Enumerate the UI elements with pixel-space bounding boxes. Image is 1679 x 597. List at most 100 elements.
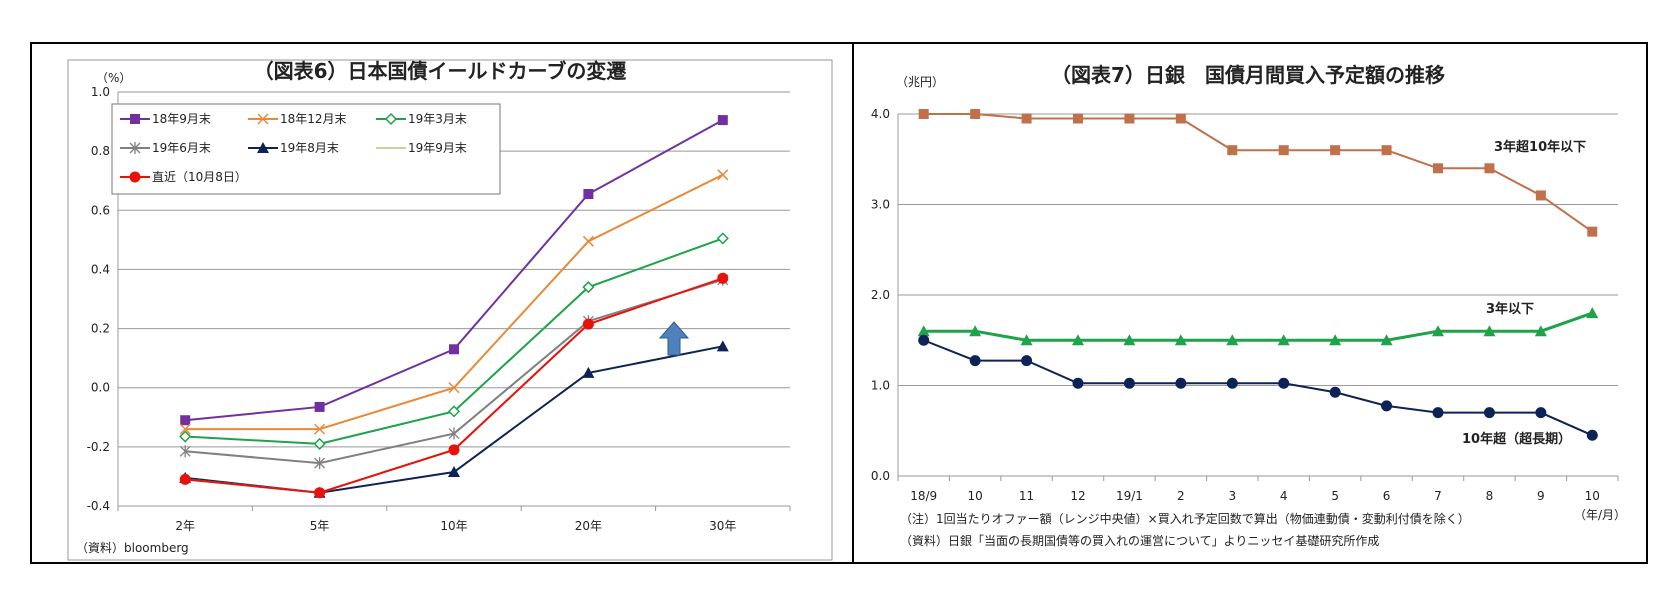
chart6-series-6 — [179, 272, 729, 499]
chart6-data-point — [314, 401, 325, 412]
chart6-data-point — [313, 437, 326, 450]
chart7-data-point — [1175, 113, 1186, 124]
chart7-series-label: 3年超10年以下 — [1494, 139, 1586, 155]
chart6-data-point — [717, 169, 729, 181]
chart7-data-point — [1277, 334, 1290, 346]
chart7-data-point — [969, 325, 982, 337]
chart6-y-tick-label: 0.8 — [91, 144, 110, 158]
chart6-gridlines — [118, 91, 790, 507]
chart7-data-point — [918, 109, 929, 119]
chart7-data-point — [1123, 334, 1136, 346]
chart6-data-point — [716, 232, 729, 245]
chart7-axes: 4.0 3.0 2.0 1.0 0.0 18/9 10 11 12 19/1 2 3 4 5 6 7 8 9 10 — [871, 107, 1619, 503]
chart7-x-tick-label: 19/1 — [1116, 489, 1143, 503]
chart7-y-tick-label: 3.0 — [871, 198, 890, 212]
chart7-data-point — [1484, 163, 1495, 174]
chart7-data-point — [1226, 377, 1238, 389]
chart6-source: （資料）bloomberg — [76, 541, 189, 555]
chart7-source: （資料）日銀「当面の長期国債等の買入れの運営について」よりニッセイ基礎研究所作成 — [900, 533, 1379, 548]
chart7-title: （図表7）日銀 国債月間買入予定額の推移 — [1051, 63, 1445, 87]
chart7-x-tick-label: 18/9 — [910, 489, 937, 503]
chart7-data-point — [1534, 325, 1547, 337]
chart6-data-point — [582, 235, 594, 247]
chart7-series-line — [923, 311, 1593, 342]
chart6-legend-box — [111, 103, 501, 195]
chart7-data-point — [1380, 334, 1393, 346]
chart6-legend-item: 19年9月末 — [376, 141, 467, 155]
chart6-x-tick-label: 10年 — [440, 519, 467, 533]
chart7-data-point — [1483, 407, 1495, 419]
chart7-x-tick-label: 7 — [1434, 489, 1442, 503]
chart6-series-2 — [179, 232, 729, 450]
chart6-legend-item: 19年3月末 — [376, 112, 467, 126]
chart6-series-group — [179, 115, 729, 499]
chart6-legend-label: 18年9月末 — [152, 112, 211, 126]
chart6-data-point — [448, 444, 460, 456]
chart6-data-point — [180, 415, 191, 426]
chart7-data-point — [1278, 145, 1289, 156]
chart7-x-tick-label: 11 — [1019, 489, 1034, 503]
chart7-series-line — [923, 113, 1593, 233]
chart7-x-tick-label: 6 — [1383, 489, 1391, 503]
chart6-legend-label: 19年3月末 — [408, 112, 467, 126]
chart7-data-point — [1535, 407, 1547, 419]
chart6-legend-item: 18年9月末 — [120, 112, 211, 126]
figure-frame — [30, 42, 1648, 564]
chart6-legend-label: 19年9月末 — [408, 141, 467, 155]
chart6-y-tick-label: 0.4 — [91, 262, 110, 276]
chart6-legend: 18年9月末 18年12月末 19年3月末 19年6月末 19年8月末 19年9月末直近（… — [111, 103, 501, 195]
chart6-y-tick-label: -0.4 — [87, 499, 110, 513]
chart6-x-tick-label: 30年 — [709, 519, 736, 533]
chart6-legend-marker — [257, 113, 269, 125]
chart7-data-point — [1021, 355, 1033, 367]
chart6-data-point — [449, 344, 459, 355]
chart6-legend-marker — [384, 112, 398, 126]
chart7-x-tick-label: 3 — [1228, 489, 1236, 503]
chart7-data-point — [1329, 386, 1341, 398]
chart6-x-tick-label: 5年 — [310, 519, 330, 533]
chart7-x-tick-label: 9 — [1537, 489, 1545, 503]
chart6-data-point — [314, 487, 326, 499]
chart7-x-tick-label: 4 — [1280, 489, 1288, 503]
up-arrow-icon — [658, 321, 690, 356]
chart7-data-point — [1175, 377, 1187, 389]
chart6-x-tick-label: 2年 — [175, 519, 195, 533]
chart6-legend-marker — [129, 142, 141, 154]
chart6-series-0 — [180, 115, 728, 426]
chart7-data-point — [1020, 334, 1033, 346]
chart7-data-point — [970, 109, 981, 119]
chart6-data-point — [179, 445, 191, 458]
chart6-data-point — [582, 318, 594, 330]
chart7-series-labels: 3年超10年以下 3年以下 10年超（超長期） — [1462, 139, 1586, 447]
chart6-legend-label: 18年12月末 — [280, 112, 347, 126]
chart7-x-tick-label: 10 — [968, 489, 983, 503]
chart7-x-unit: （年/月） — [1574, 508, 1626, 522]
chart6-data-point — [448, 427, 460, 440]
chart6-data-point — [716, 340, 729, 352]
chart7-series-label: 10年超（超長期） — [1462, 431, 1571, 447]
chart6-data-point — [717, 115, 728, 126]
chart7-data-point — [1072, 334, 1084, 346]
chart7-series-1 — [917, 307, 1599, 346]
chart7-series-label: 3年以下 — [1486, 301, 1534, 317]
chart6-title: （図表6）日本国債イールドカーブの変遷 — [254, 59, 627, 83]
chart6-unit-label: （%） — [96, 71, 131, 85]
chart7-data-point — [1329, 334, 1342, 346]
chart7-data-point — [1123, 377, 1135, 389]
chart7-data-point — [1227, 145, 1238, 156]
chart7-data-point — [1381, 145, 1392, 156]
panel-divider — [852, 42, 854, 564]
chart7-series-2 — [918, 334, 1598, 441]
chart6-data-point — [448, 465, 460, 477]
chart6-data-point — [314, 423, 326, 435]
chart6-panel-border — [67, 59, 833, 561]
chart6-legend-item: 19年8月末 — [248, 141, 339, 155]
chart7-data-point — [1381, 400, 1393, 412]
chart7-data-point — [1432, 325, 1444, 337]
chart7-unit-label: （兆円） — [896, 75, 944, 89]
chart7-x-tick-label: 5 — [1331, 489, 1339, 503]
chart6-legend-marker — [129, 171, 141, 183]
chart6-y-tick-label: 0.2 — [91, 322, 110, 336]
chart7-x-tick-label: 12 — [1070, 489, 1085, 503]
